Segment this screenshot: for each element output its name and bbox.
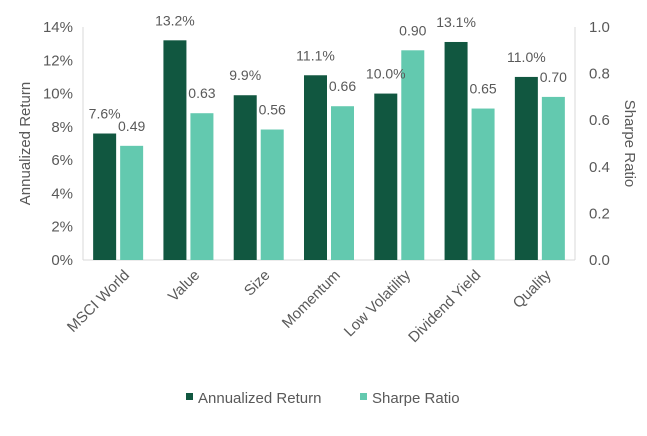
bar-annualized-return [514, 76, 538, 260]
data-label-sharpe-ratio: 0.90 [399, 22, 426, 38]
bar-sharpe-ratio [541, 96, 565, 261]
data-labels: 7.6%0.49 13.2% 0.63 9.9% 0.56 11.1% 0.66 10.0% 0… [89, 12, 568, 134]
data-label-annualized-return: 10.0% [366, 66, 406, 82]
y-left-tick-label: 0% [51, 252, 73, 269]
y-right-tick-label: 0.0 [589, 252, 610, 269]
y-right-axis-title: Sharpe Ratio [621, 100, 638, 188]
x-category-label: Momentum [279, 267, 344, 332]
legend-label-sharpe-ratio: Sharpe Ratio [372, 390, 460, 407]
data-label-annualized-return: 13.2% [155, 12, 195, 28]
data-label-sharpe-ratio: 0.49 [118, 118, 145, 134]
y-left-tick-label: 6% [51, 152, 73, 169]
y-left-tick-label: 8% [51, 119, 73, 136]
bars [93, 40, 565, 261]
y-left-tick-label: 14% [43, 19, 73, 36]
x-category-label: Size [241, 267, 274, 300]
data-label-sharpe-ratio: 0.65 [469, 81, 496, 97]
y-right-tick-label: 0.4 [589, 159, 610, 176]
y-left-tick-label: 10% [43, 86, 73, 103]
y-left-tick-label: 2% [51, 219, 73, 236]
y-left-tick-label: 12% [43, 52, 73, 69]
bar-sharpe-ratio [120, 145, 144, 260]
bar-annualized-return [163, 40, 187, 260]
y-right-tick-label: 0.8 [589, 66, 610, 83]
y-right-tick-label: 1.0 [589, 19, 610, 36]
bar-annualized-return [444, 41, 468, 260]
x-category-label: Low Volatility [341, 266, 415, 340]
y-left-tick-label: 4% [51, 185, 73, 202]
bar-annualized-return [304, 75, 327, 260]
y-right-tick-label: 0.6 [589, 112, 610, 129]
legend: Annualized Return Sharpe Ratio [186, 390, 460, 407]
x-category-label: Dividend Yield [405, 267, 484, 346]
y-right-tick-label: 0.2 [589, 205, 610, 222]
data-label-annualized-return: 11.0% [507, 49, 546, 65]
bar-annualized-return [233, 95, 257, 260]
bar-sharpe-ratio [190, 113, 214, 261]
data-label-sharpe-ratio: 0.70 [540, 69, 567, 85]
data-label-sharpe-ratio: 0.63 [188, 85, 215, 101]
x-category-label: Quality [510, 266, 555, 311]
bar-annualized-return [93, 133, 117, 260]
legend-swatch-annualized-return [186, 393, 193, 400]
x-category-label: MSCI World [64, 267, 133, 336]
legend-swatch-sharpe-ratio [360, 393, 367, 400]
x-category-label: Value [165, 267, 203, 305]
data-label-annualized-return: 13.1% [436, 14, 476, 30]
bar-sharpe-ratio [401, 50, 425, 260]
legend-label-annualized-return: Annualized Return [198, 390, 321, 407]
bar-sharpe-ratio [260, 129, 284, 260]
y-left-axis-title: Annualized Return [17, 82, 34, 205]
data-label-sharpe-ratio: 0.56 [259, 102, 286, 118]
bar-sharpe-ratio [471, 108, 495, 260]
data-label-annualized-return: 11.1% [296, 47, 335, 63]
data-label-annualized-return: 9.9% [229, 67, 261, 83]
data-label-sharpe-ratio: 0.66 [329, 78, 356, 94]
bar-sharpe-ratio [331, 106, 354, 260]
bar-annualized-return [374, 93, 398, 260]
data-label-annualized-return: 7.6% [89, 106, 121, 122]
